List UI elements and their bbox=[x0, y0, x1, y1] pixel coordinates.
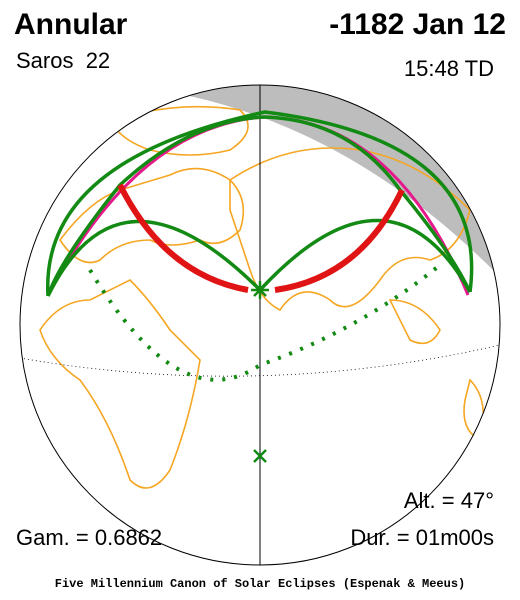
rise-set-curve bbox=[46, 115, 472, 297]
duration: Dur. = 01m00s bbox=[350, 525, 494, 550]
partial-limit bbox=[88, 263, 442, 382]
greatest-eclipse bbox=[251, 281, 269, 299]
night-region bbox=[120, 85, 500, 275]
limit-north bbox=[46, 110, 474, 297]
altitude: Alt. = 47° bbox=[404, 488, 494, 513]
gamma: Gam. = 0.6862 bbox=[16, 525, 162, 550]
annular-path bbox=[117, 183, 405, 293]
footer: Five Millennium Canon of Solar Eclipses … bbox=[55, 577, 465, 591]
saros: Saros 22 bbox=[16, 48, 110, 73]
time: 15:48 TD bbox=[404, 56, 494, 81]
eclipse-type: Annular bbox=[14, 8, 128, 41]
subsolar-point bbox=[253, 449, 267, 463]
eclipse-date: -1182 Jan 12 bbox=[329, 8, 506, 41]
globe-outline bbox=[19, 84, 501, 566]
